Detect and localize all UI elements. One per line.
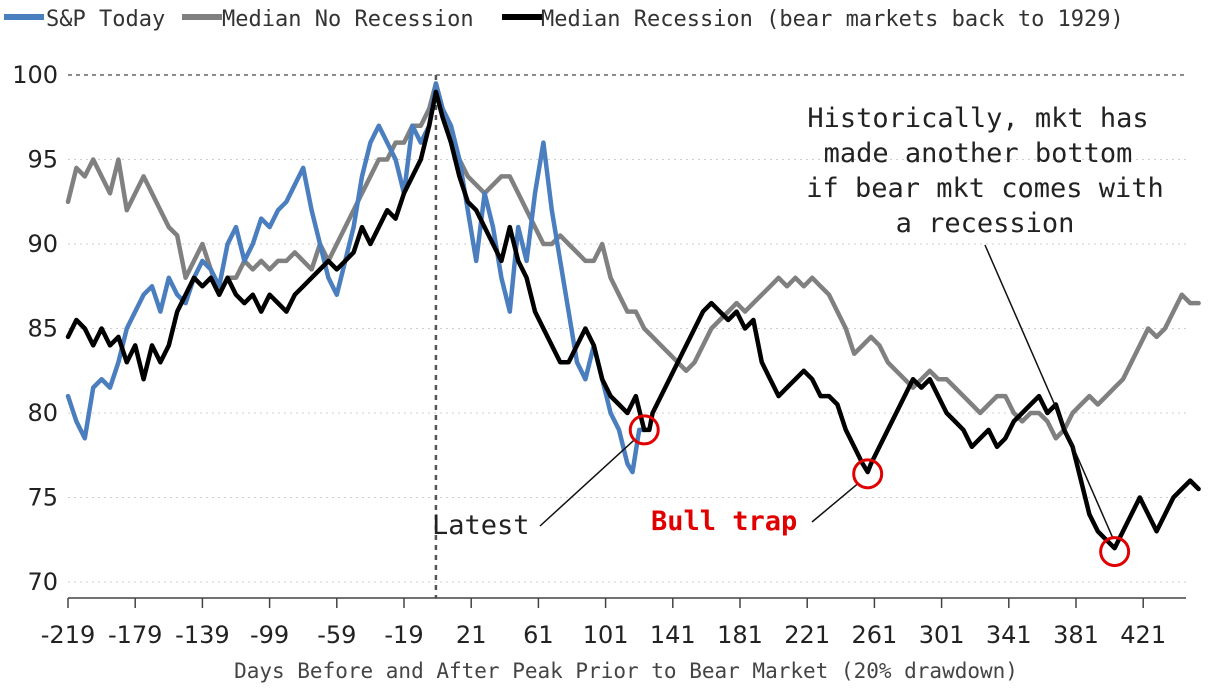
x-tick-label: -19 [384, 621, 423, 649]
annotation-historically-line-4: a recession [896, 208, 1075, 239]
annotation-pointers [539, 244, 1114, 538]
series-median-no-recession [65, 81, 1201, 441]
x-axis-ticks: -219 -179 -139 -99 -59 -19 21 61 101 141 181 221 261… [41, 598, 1166, 649]
x-tick-label: -219 [41, 621, 95, 649]
annotation-historically-line-1: Historically, mkt has [807, 103, 1148, 134]
red-circle-marker-2 [852, 458, 884, 490]
y-axis-ticks: 70 75 80 85 90 95 100 [12, 61, 58, 596]
legend: S&P Today Median No Recession Median Rec… [4, 7, 1124, 32]
annotation-historically-line-2: made another bottom [824, 138, 1133, 169]
y-tick-label: 95 [27, 146, 58, 174]
annotation-bull-trap: Bull trap [651, 506, 797, 537]
legend-label-sp-today: S&P Today [46, 7, 165, 32]
x-tick-label: 381 [1053, 621, 1099, 649]
x-tick-label: -99 [250, 621, 289, 649]
x-tick-label: 21 [456, 621, 487, 649]
peak-reference-lines [68, 74, 1186, 598]
x-tick-label: 301 [919, 621, 965, 649]
x-tick-label: 61 [523, 621, 554, 649]
legend-swatch-median-no-recession [182, 14, 222, 20]
legend-swatch-median-recession [502, 14, 542, 20]
y-tick-label: 70 [27, 568, 58, 596]
x-tick-label: 421 [1120, 621, 1166, 649]
x-tick-label: -59 [317, 621, 356, 649]
x-tick-label: 261 [851, 621, 897, 649]
y-tick-label: 100 [12, 61, 58, 89]
annotation-historically-line-3: if bear mkt comes with [806, 173, 1164, 204]
x-tick-label: -179 [108, 621, 162, 649]
y-tick-label: 90 [27, 230, 58, 258]
x-tick-label: 101 [583, 621, 629, 649]
bull-trap-pointer-line [811, 483, 859, 523]
legend-swatch-sp-today [4, 14, 44, 20]
annotation-historically: Historically, mkt has made another botto… [806, 103, 1164, 239]
y-tick-label: 75 [27, 484, 58, 512]
annotation-latest: Latest [432, 510, 530, 541]
markers-layer [628, 414, 1131, 568]
x-tick-label: 341 [986, 621, 1032, 649]
x-tick-label: -139 [175, 621, 229, 649]
y-tick-label: 85 [27, 315, 58, 343]
latest-pointer-line [539, 439, 635, 527]
historically-pointer-line [984, 244, 1114, 538]
x-axis-title: Days Before and After Peak Prior to Bear… [234, 659, 1018, 683]
red-circle-marker-1 [628, 414, 660, 446]
x-tick-label: 221 [784, 621, 830, 649]
legend-label-median-recession: Median Recession (bear markets back to 1… [541, 7, 1124, 32]
legend-label-median-no-recession: Median No Recession [222, 7, 474, 32]
red-circle-marker-3 [1099, 536, 1131, 568]
x-tick-label: 181 [717, 621, 763, 649]
series-median-recession [65, 89, 1201, 551]
series-sp-today [65, 81, 647, 475]
y-tick-label: 80 [27, 399, 58, 427]
x-tick-label: 141 [650, 621, 696, 649]
series-layer [65, 81, 1201, 551]
